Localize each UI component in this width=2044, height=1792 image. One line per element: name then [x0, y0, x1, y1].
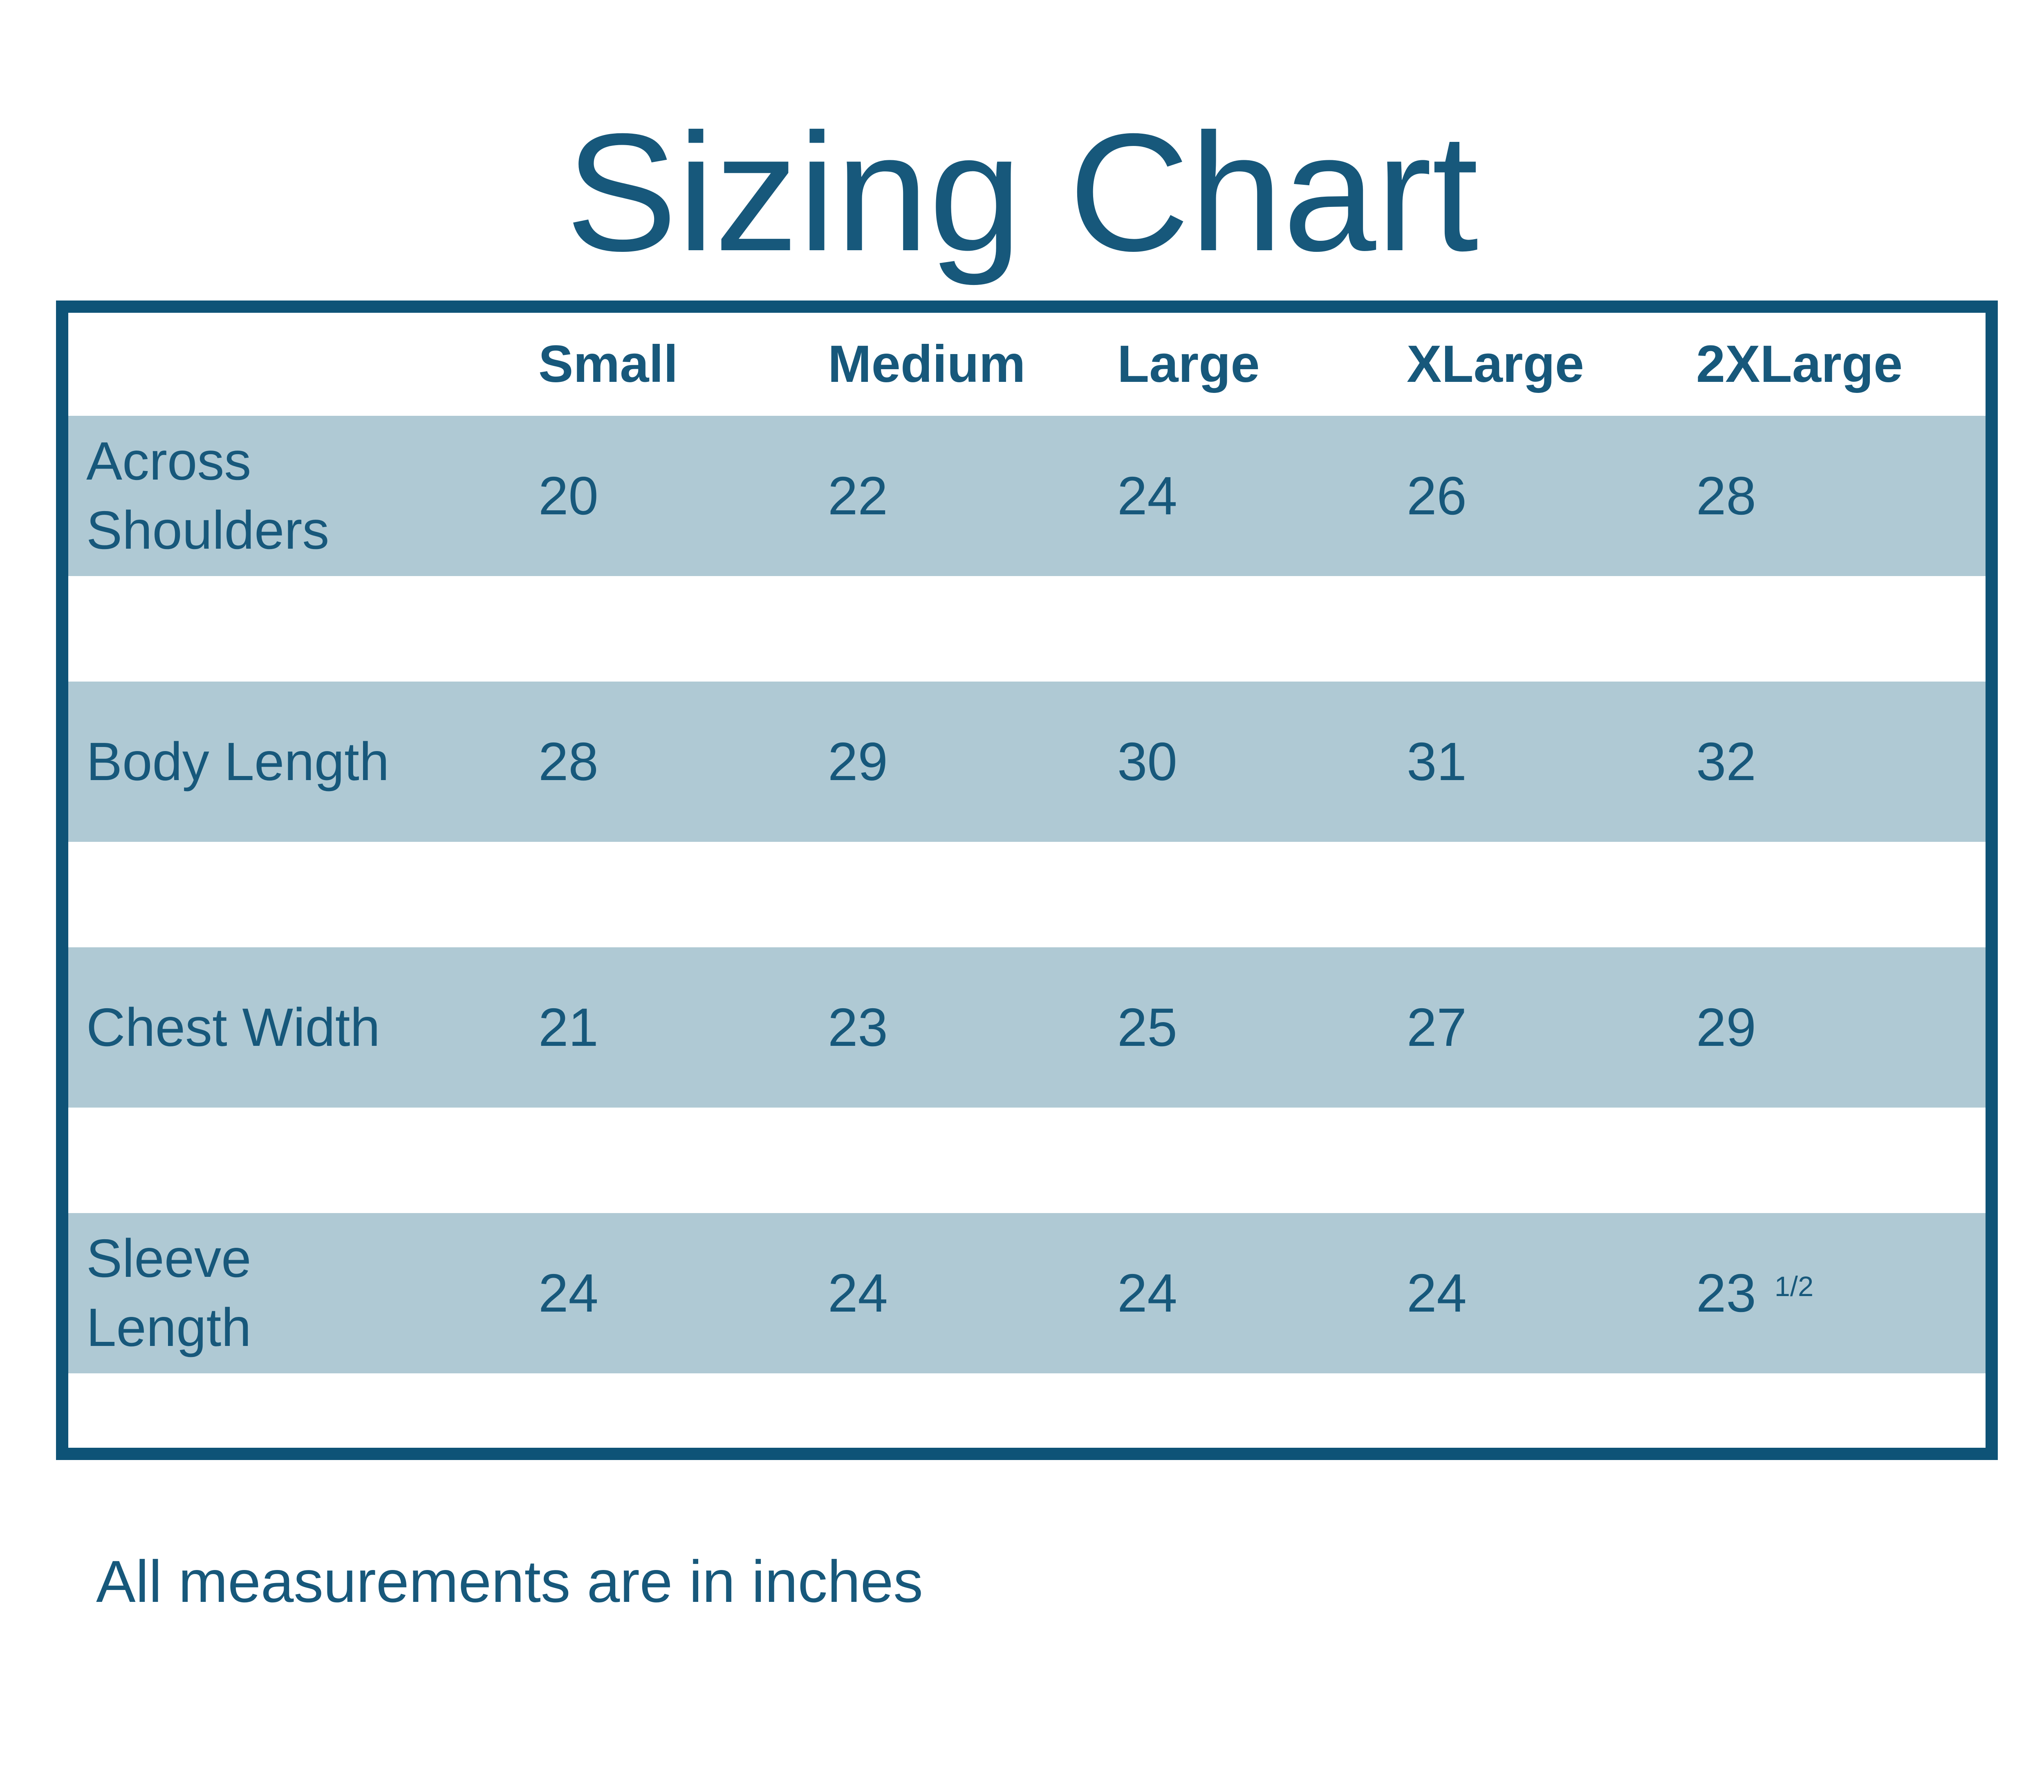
row-label: Across Shoulders: [86, 431, 329, 560]
footnote: All measurements are in inches: [96, 1548, 923, 1615]
cell-value: 28: [1696, 465, 1756, 526]
row-label: Chest Width: [86, 997, 380, 1057]
cell-value: 24: [1117, 1263, 1177, 1323]
cell-value: 30: [1117, 731, 1177, 792]
cell-value: 20: [538, 465, 598, 526]
cell-value: 28: [538, 731, 598, 792]
fraction-superscript: 1/2: [1774, 1270, 1814, 1302]
cell-value: 22: [828, 465, 888, 526]
cell-value: 21: [538, 997, 598, 1057]
cell-value: 23 1/2: [1696, 1263, 1814, 1323]
cell-value: 24: [1117, 465, 1177, 526]
cell-value: 29: [1696, 997, 1756, 1057]
table-row: Body Length 28 29 30 31 32: [68, 682, 1986, 842]
column-header: 2XLarge: [1696, 335, 1903, 394]
cell-value: 27: [1407, 997, 1467, 1057]
column-header: Small: [538, 335, 678, 394]
cell-value: 24: [538, 1263, 598, 1323]
page-title: Sizing Chart: [565, 99, 1479, 286]
row-gap: [68, 576, 1986, 682]
cell-value: 23: [828, 997, 888, 1057]
table-row: Across Shoulders 20 22 24 26 28: [68, 416, 1986, 576]
cell-value: 25: [1117, 997, 1177, 1057]
table-header-row: Small Medium Large XLarge 2XLarge: [68, 313, 1986, 416]
row-gap: [68, 1108, 1986, 1213]
table-row: Sleeve Length 24 24 24 24 23 1/2: [68, 1213, 1986, 1373]
row-label: Body Length: [86, 731, 390, 792]
table-row: Chest Width 21 23 25 27 29: [68, 947, 1986, 1108]
sizing-table: Small Medium Large XLarge 2XLarge Across Sho…: [56, 301, 1998, 1460]
column-header: XLarge: [1407, 335, 1584, 394]
cell-value: 29: [828, 731, 888, 792]
cell-value: 24: [828, 1263, 888, 1323]
cell-value: 24: [1407, 1263, 1467, 1323]
column-header: Large: [1117, 335, 1260, 394]
cell-value: 31: [1407, 731, 1467, 792]
row-gap: [68, 842, 1986, 947]
cell-value: 26: [1407, 465, 1467, 526]
column-header: Medium: [828, 335, 1026, 394]
table-tail-gap: [68, 1373, 1986, 1448]
row-label: Sleeve Length: [86, 1228, 251, 1357]
cell-value: 32: [1696, 731, 1756, 792]
